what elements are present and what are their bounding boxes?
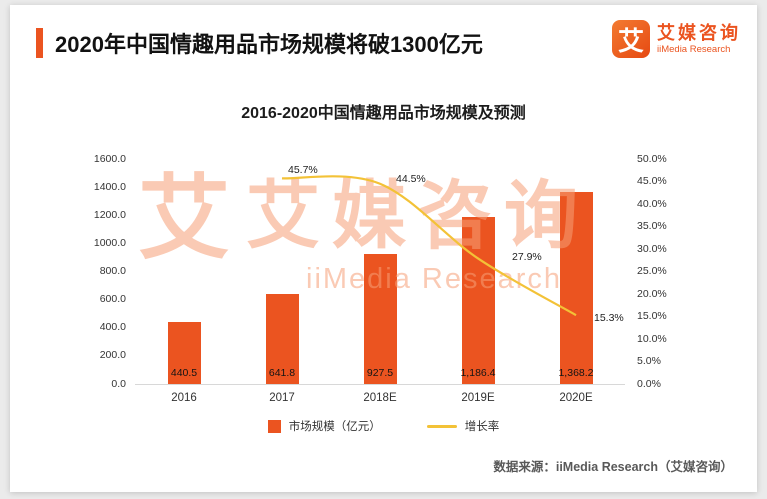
brand-name-cn: 艾媒咨询 [657, 22, 741, 43]
left-axis-tick: 1400.0 [93, 180, 126, 193]
legend-label: 增长率 [464, 421, 500, 433]
x-axis-category: 2020E [559, 392, 593, 404]
chart-legend: 市场规模（亿元） 增长率 [10, 418, 757, 434]
growth-rate-label: 45.7% [288, 164, 318, 177]
market-size-bar [559, 191, 593, 384]
growth-rate-label: 15.3% [594, 312, 624, 325]
x-axis-category: 2019E [461, 392, 495, 404]
legend-item: 增长率 [426, 418, 500, 434]
right-axis-tick: 20.0% [637, 287, 667, 300]
legend-item: 市场规模（亿元） [267, 418, 381, 434]
right-axis-tick: 15.0% [637, 310, 667, 322]
brand-logo-text: 艾媒咨询 iiMedia Research [657, 24, 741, 55]
right-axis-tick: 45.0% [637, 175, 667, 187]
bar-value-label: 641.8 [268, 367, 296, 379]
iimedia-logo-icon: 艾 [612, 20, 650, 58]
right-axis-tick: 30.0% [637, 242, 667, 255]
report-card: 2020年中国情趣用品市场规模将破1300亿元 艾 艾媒咨询 iiMedia R… [10, 5, 757, 492]
data-source: 数据来源：iiMedia Research（艾媒咨询） [493, 460, 733, 474]
market-size-bar [363, 253, 397, 384]
bar-value-label: 440.5 [170, 367, 198, 379]
market-size-bar [265, 293, 299, 384]
growth-rate-label: 44.5% [396, 172, 426, 185]
growth-rate-label: 27.9% [512, 251, 542, 264]
left-axis-tick: 800.0 [99, 265, 126, 277]
market-size-bar [461, 217, 495, 384]
right-axis-tick: 0.0% [637, 377, 661, 390]
bar-value-label: 1,368.2 [558, 367, 594, 379]
market-size-bar [167, 322, 201, 384]
right-axis-tick: 10.0% [637, 332, 667, 345]
right-y-axis: 50.0% 45.0% 40.0% 35.0% 30.0% 25.0% 20.0% 15.0%… [637, 153, 693, 399]
x-axis-category: 2017 [269, 392, 295, 404]
left-axis-tick: 200.0 [99, 349, 126, 362]
bar-value-label: 927.5 [366, 367, 394, 379]
bar-legend-marker-icon [267, 419, 281, 433]
left-axis-tick: 1000.0 [93, 236, 126, 249]
left-y-axis: 1600.0 1400.0 1200.0 1000.0 800.0 600.0 400.0 2… [58, 153, 126, 399]
brand-logo: 艾 艾媒咨询 iiMedia Research [612, 20, 741, 58]
chart-title: 2016-2020中国情趣用品市场规模及预测 [241, 105, 526, 122]
x-axis-category: 2016 [171, 392, 197, 404]
right-axis-tick: 50.0% [637, 152, 667, 165]
brand-name-en: iiMedia Research [657, 43, 731, 55]
right-axis-tick: 25.0% [637, 265, 667, 277]
plot-area: 440.5 2016 641.8 2017 927.5 2018E 1,186.4 2019E… [135, 159, 625, 404]
right-axis-tick: 35.0% [637, 220, 667, 232]
left-axis-tick: 1200.0 [93, 208, 126, 221]
right-axis-tick: 5.0% [637, 355, 661, 367]
bar-value-label: 1,186.4 [460, 367, 496, 379]
left-axis-tick: 400.0 [99, 321, 126, 334]
right-axis-tick: 40.0% [637, 197, 667, 210]
line-legend-marker-icon [426, 424, 457, 428]
x-axis-category: 2018E [363, 392, 397, 404]
left-axis-tick: 600.0 [99, 293, 126, 306]
legend-label: 市场规模（亿元） [288, 421, 381, 433]
title-accent-bar [36, 28, 43, 58]
growth-rate-line [281, 175, 577, 317]
left-axis-tick: 0.0 [111, 377, 126, 390]
left-axis-tick: 1600.0 [93, 152, 126, 165]
page-title: 2020年中国情趣用品市场规模将破1300亿元 [55, 32, 483, 57]
